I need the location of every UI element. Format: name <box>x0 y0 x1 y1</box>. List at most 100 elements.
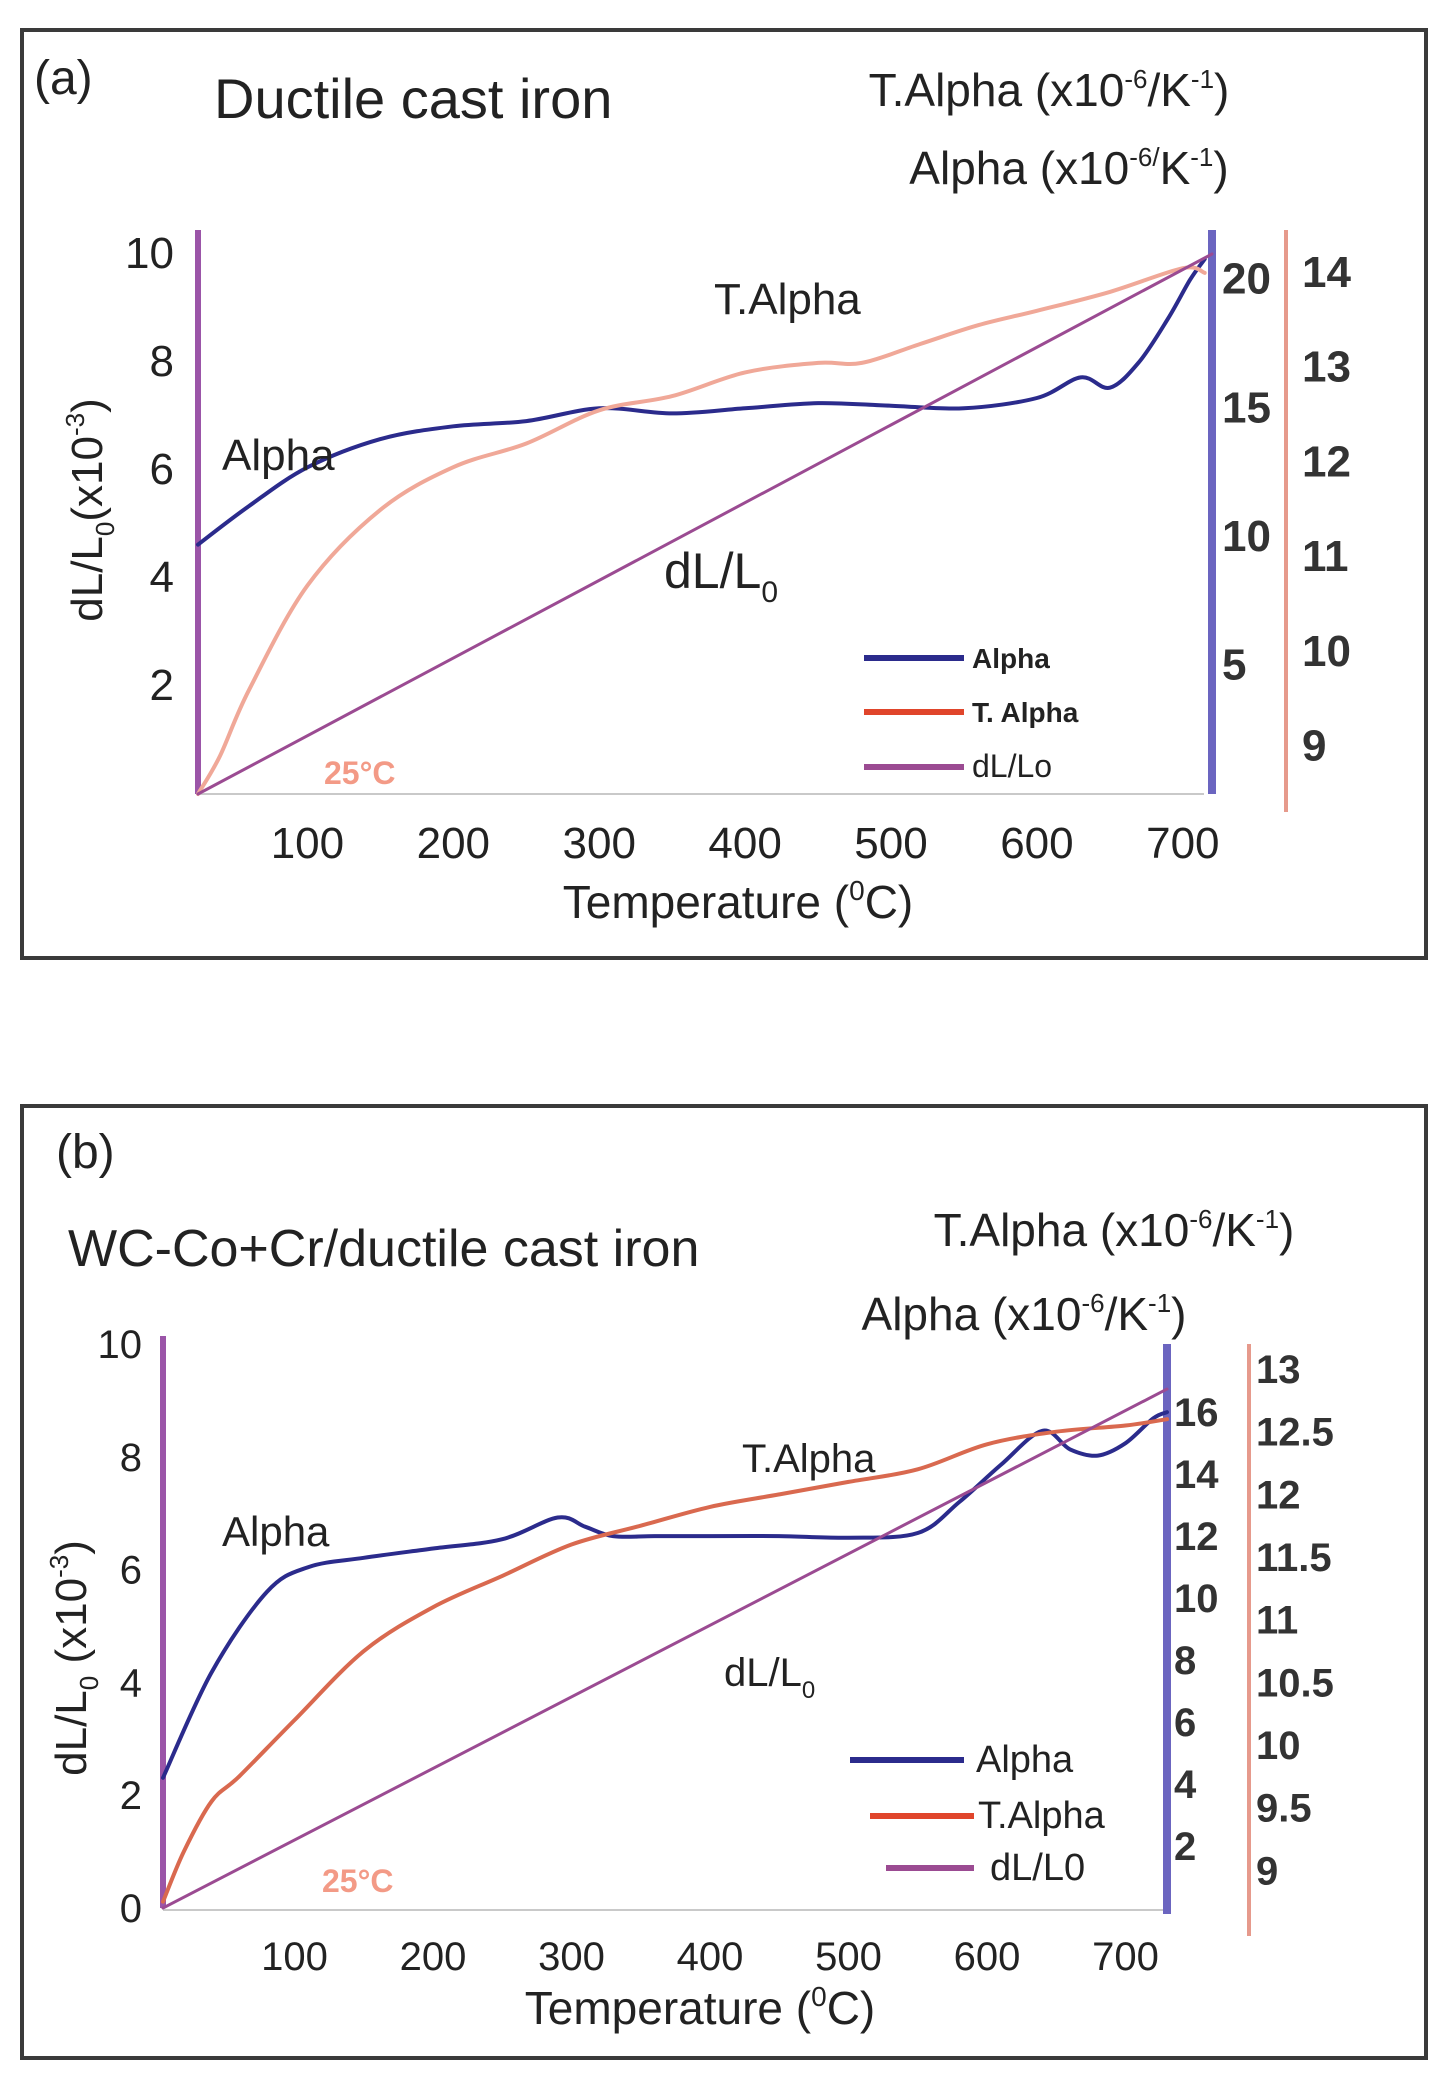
x-tick-label: 700 <box>1092 1935 1159 1979</box>
y2-tick-label: 6 <box>1174 1701 1196 1745</box>
x-axis-title-main: Temperature ( <box>525 1982 812 2034</box>
y-tick-label: 2 <box>120 1774 142 1818</box>
label-dl-l0: dL/L0 <box>664 543 778 609</box>
x-axis-title: Temperature (0C) <box>525 1981 875 2034</box>
y3-tick-label: 9 <box>1302 722 1326 771</box>
y2-tick-label: 14 <box>1174 1453 1219 1497</box>
series-alpha-line <box>161 1410 1169 1780</box>
x-axis-title-main: Temperature ( <box>563 876 850 928</box>
panel-label: (a) <box>34 52 93 105</box>
legend-label-t-alpha: T. Alpha <box>972 697 1079 728</box>
x-tick-label: 100 <box>261 1935 328 1979</box>
y3-tick-label: 10.5 <box>1256 1661 1334 1705</box>
x-tick-label: 300 <box>563 819 636 868</box>
y2-tick-label: 4 <box>1174 1763 1197 1807</box>
y3-tick-label: 11.5 <box>1256 1536 1332 1580</box>
panel-b: (b) WC-Co+Cr/ductile cast iron T.Alpha (… <box>20 1104 1428 2060</box>
x-axis-title-tail: C) <box>865 876 914 928</box>
y2-tick-label: 15 <box>1222 383 1271 432</box>
chart-title: Ductile cast iron <box>214 67 612 130</box>
x-tick-label: 600 <box>1000 819 1073 868</box>
x-tick-label: 600 <box>954 1935 1021 1979</box>
x-axis-title-sup: 0 <box>849 875 865 906</box>
y-tick-label: 10 <box>98 1323 143 1367</box>
series-t-alpha-line <box>161 1417 1169 1904</box>
y3-tick-label: 13 <box>1302 343 1351 392</box>
chart-title: WC-Co+Cr/ductile cast iron <box>68 1220 699 1278</box>
y2-tick-label: 16 <box>1174 1391 1219 1435</box>
y3-tick-label: 13 <box>1256 1348 1301 1392</box>
legend: Alpha T. Alpha dL/Lo <box>864 643 1079 784</box>
legend-label-t-alpha: T.Alpha <box>978 1795 1106 1837</box>
y2-tick-label: 10 <box>1174 1577 1219 1621</box>
y3-tick-label: 14 <box>1302 248 1351 297</box>
y-axis-title: dL/L0(x10-3) <box>60 398 120 621</box>
y-tick-label: 4 <box>150 553 174 602</box>
y3-tick-label: 12 <box>1302 437 1351 486</box>
series-t-alpha-line <box>196 265 1207 796</box>
y-tick-label: 8 <box>150 337 174 386</box>
y3-tick-label: 11 <box>1302 532 1349 581</box>
label-dl-sub: 0 <box>802 1677 815 1704</box>
y3-tick-label: 9.5 <box>1256 1787 1312 1831</box>
series-dl-l0-line <box>196 252 1214 796</box>
y3-tick-label: 9 <box>1256 1849 1278 1893</box>
legend: Alpha T.Alpha dL/L0 <box>850 1739 1106 1889</box>
y2-axis-title: Alpha (x10-6/K-1) <box>909 142 1228 194</box>
y2-tick-label: 12 <box>1174 1515 1219 1559</box>
x-tick-label: 500 <box>815 1935 882 1979</box>
legend-label-dl: dL/L0 <box>990 1847 1085 1889</box>
y-tick-label: 6 <box>120 1549 142 1593</box>
y2-tick-label: 8 <box>1174 1639 1196 1683</box>
x-tick-label: 100 <box>271 819 344 868</box>
panel-label: (b) <box>56 1126 115 1179</box>
chart-a: (a) Ductile cast iron T.Alpha (x10-6/K-1… <box>34 52 1351 928</box>
y2-axis-title: Alpha (x10-6/K-1) <box>862 1288 1187 1340</box>
y-tick-label: 0 <box>120 1887 142 1931</box>
y3-tick-label: 10 <box>1302 627 1351 676</box>
y-tick-label: 4 <box>120 1661 142 1705</box>
temperature-note: 25°C <box>324 755 396 791</box>
y-tick-label: 2 <box>150 661 174 710</box>
y2-tick-label: 10 <box>1222 512 1271 561</box>
y-axis-title: dL/L0 (x10-3) <box>44 1540 104 1776</box>
legend-label-alpha: Alpha <box>976 1739 1074 1781</box>
y2-tick-label: 5 <box>1222 640 1246 689</box>
temperature-note: 25°C <box>322 1863 394 1899</box>
x-tick-label: 200 <box>400 1935 467 1979</box>
chart-b: (b) WC-Co+Cr/ductile cast iron T.Alpha (… <box>44 1126 1334 2034</box>
y2-tick-label: 20 <box>1222 255 1271 304</box>
y3-tick-label: 10 <box>1256 1724 1301 1768</box>
x-axis-title-tail: C) <box>827 1982 876 2034</box>
label-dl-main: dL/L <box>724 1651 802 1695</box>
label-dl-main: dL/L <box>664 543 761 599</box>
label-alpha: Alpha <box>222 1508 330 1555</box>
label-t-alpha: T.Alpha <box>714 275 861 324</box>
panel-a: (a) Ductile cast iron T.Alpha (x10-6/K-1… <box>20 28 1428 960</box>
x-tick-label: 200 <box>417 819 490 868</box>
legend-label-alpha: Alpha <box>972 643 1050 674</box>
x-tick-label: 400 <box>677 1935 744 1979</box>
y-tick-label: 6 <box>150 445 174 494</box>
label-t-alpha: T.Alpha <box>742 1437 876 1481</box>
y3-axis-title: T.Alpha (x10-6/K-1) <box>869 64 1230 116</box>
series-alpha-line <box>196 257 1207 547</box>
x-tick-label: 400 <box>708 819 781 868</box>
x-tick-label: 300 <box>538 1935 605 1979</box>
y-tick-label: 10 <box>125 229 174 278</box>
label-alpha: Alpha <box>222 431 335 480</box>
y3-tick-label: 12 <box>1256 1473 1301 1517</box>
y3-axis-title: T.Alpha (x10-6/K-1) <box>934 1204 1295 1256</box>
x-axis-title-sup: 0 <box>811 1981 827 2012</box>
x-axis-title: Temperature (0C) <box>563 875 913 928</box>
y3-tick-label: 11 <box>1256 1599 1298 1643</box>
y2-tick-label: 2 <box>1174 1825 1196 1869</box>
series-dl-l0-line <box>161 1387 1169 1910</box>
label-dl-sub: 0 <box>761 576 778 609</box>
label-dl-l0: dL/L0 <box>724 1651 815 1704</box>
x-tick-label: 700 <box>1146 819 1219 868</box>
x-tick-label: 500 <box>854 819 927 868</box>
y3-tick-label: 12.5 <box>1256 1411 1334 1455</box>
legend-label-dl: dL/Lo <box>972 748 1052 784</box>
y-tick-label: 8 <box>120 1436 142 1480</box>
